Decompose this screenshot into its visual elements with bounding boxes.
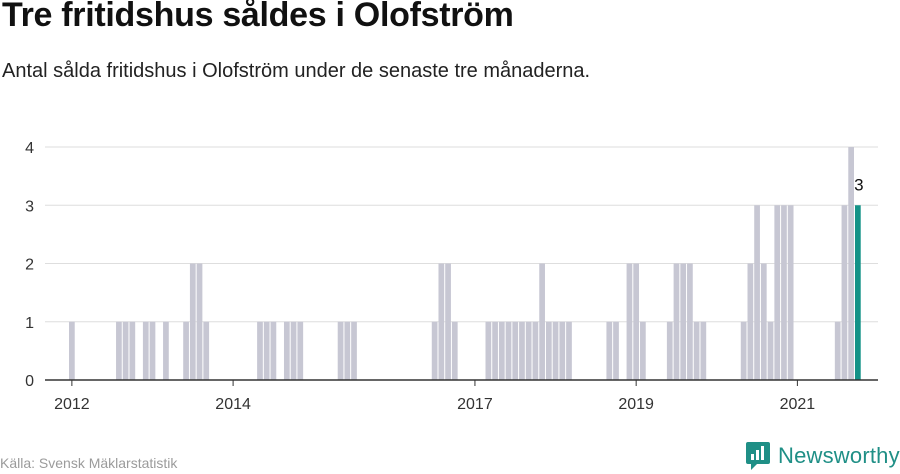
bar	[505, 321, 512, 380]
bar	[566, 321, 572, 380]
bar	[297, 321, 304, 380]
bar	[283, 321, 290, 380]
y-tick-label: 1	[25, 315, 34, 332]
bar	[841, 205, 848, 380]
y-tick-label: 2	[25, 257, 34, 274]
bar	[196, 263, 203, 380]
data-labels: 3	[854, 175, 863, 194]
bar	[606, 321, 613, 380]
bar	[122, 321, 129, 380]
bar	[438, 263, 445, 380]
bar	[747, 263, 754, 380]
source-note: Källa: Svensk Mäklarstatistik	[0, 455, 178, 471]
bar	[559, 321, 566, 380]
highlight-value-label: 3	[854, 175, 863, 194]
y-tick-label: 0	[25, 373, 34, 390]
bar	[760, 263, 767, 380]
bar	[545, 321, 552, 380]
x-tick-label: 2014	[215, 396, 251, 413]
bar	[183, 321, 189, 380]
x-tick-label: 2021	[780, 396, 816, 413]
bar	[693, 321, 700, 380]
bar	[613, 321, 619, 380]
bar	[263, 321, 270, 380]
chart-subtitle: Antal sålda fritidshus i Olofström under…	[2, 60, 591, 82]
x-axis: 2012 2014 2017 2019 2021	[45, 379, 878, 413]
bar	[451, 321, 458, 380]
y-tick-label: 4	[25, 140, 34, 157]
bar	[337, 321, 344, 380]
bar	[673, 263, 680, 380]
bar	[539, 263, 545, 380]
bar	[740, 321, 747, 380]
bar	[640, 321, 646, 380]
bar	[767, 321, 774, 380]
bar	[189, 263, 196, 380]
bar	[149, 321, 156, 380]
bar	[492, 321, 498, 380]
bar	[129, 321, 136, 380]
bar	[687, 263, 693, 380]
brand-logo: Newsworthy	[745, 441, 900, 471]
bar	[525, 321, 532, 380]
bar	[445, 263, 451, 380]
bar	[787, 205, 794, 380]
bar	[257, 321, 263, 380]
bar	[774, 205, 781, 380]
bar	[626, 263, 633, 380]
bar	[498, 321, 505, 380]
bar	[203, 321, 210, 380]
bar	[633, 263, 640, 380]
newsworthy-logo-icon	[746, 442, 770, 470]
bar	[290, 321, 297, 380]
bar	[754, 205, 760, 380]
page-title: Tre fritidshus såldes i Olofström	[2, 0, 514, 34]
bar	[270, 321, 277, 380]
bar	[680, 263, 687, 380]
bar	[848, 147, 854, 380]
bar	[532, 321, 539, 380]
highlighted-bar	[854, 205, 861, 380]
brand-name: Newsworthy	[778, 443, 900, 468]
bar	[163, 321, 169, 380]
bar	[666, 321, 673, 380]
chart-bars	[69, 147, 861, 380]
bar	[344, 321, 351, 380]
bar	[431, 321, 438, 380]
bar	[700, 321, 707, 380]
x-tick-label: 2017	[457, 396, 493, 413]
bar	[781, 205, 787, 380]
bar	[512, 321, 519, 380]
x-tick-label: 2012	[54, 396, 90, 413]
bar	[552, 321, 559, 380]
bar	[834, 321, 841, 380]
bar	[142, 321, 149, 380]
bar	[485, 321, 492, 380]
bar	[69, 321, 75, 380]
y-tick-label: 3	[25, 198, 34, 215]
bar	[116, 321, 122, 380]
x-tick-label: 2019	[618, 396, 654, 413]
bar	[351, 321, 357, 380]
bar	[519, 321, 525, 380]
